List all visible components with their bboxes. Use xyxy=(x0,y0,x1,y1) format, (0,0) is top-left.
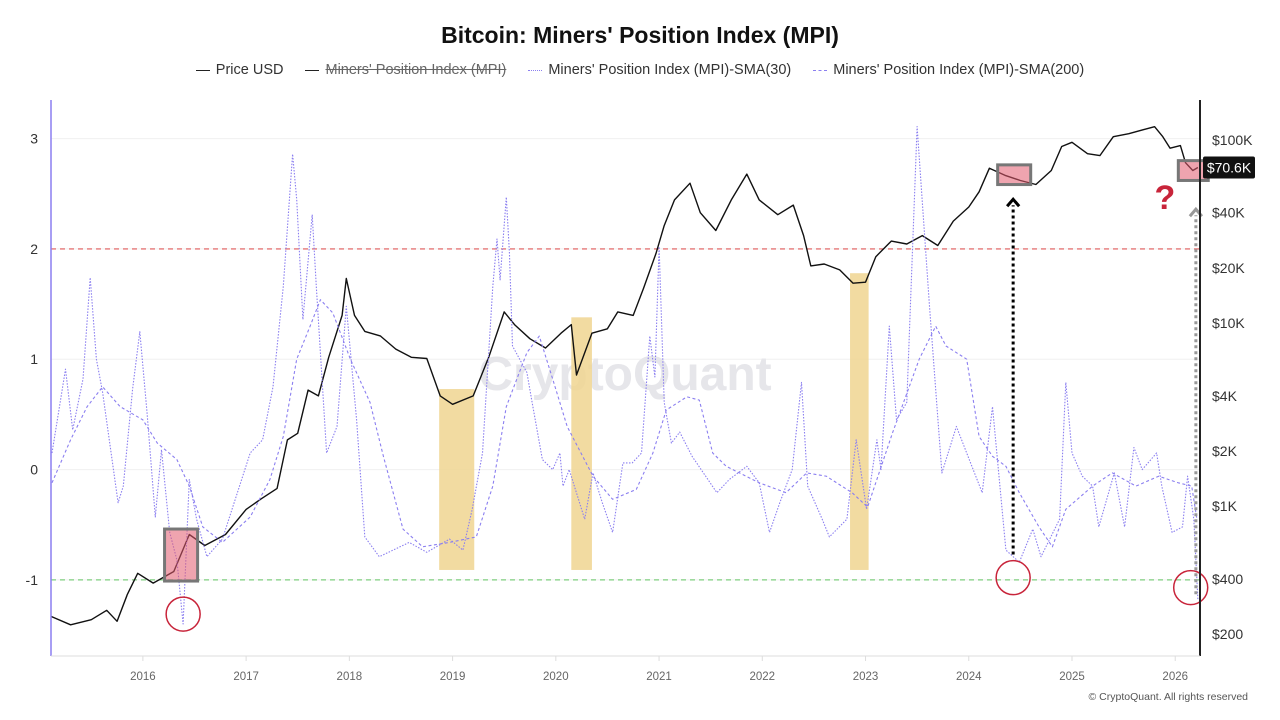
series-line-mpi-sma30 xyxy=(51,125,1199,625)
x-tick-label: 2016 xyxy=(130,671,156,683)
y-right-tick-label: $1K xyxy=(1212,498,1238,514)
y-right-tick-label: $40K xyxy=(1212,205,1245,221)
legend: Price USD Miners' Position Index (MPI) M… xyxy=(0,62,1280,78)
legend-label: Miners' Position Index (MPI)-SMA(30) xyxy=(548,62,792,78)
legend-item-mpi-sma200[interactable]: Miners' Position Index (MPI)-SMA(200) xyxy=(813,62,1084,78)
series-line-mpi-sma200 xyxy=(51,299,1198,548)
y-right-tick-label: $10K xyxy=(1212,315,1245,331)
x-tick-label: 2021 xyxy=(646,671,672,683)
x-tick-label: 2026 xyxy=(1162,671,1188,683)
y-left-tick-label: -1 xyxy=(26,572,39,588)
x-tick-label: 2019 xyxy=(440,671,466,683)
current-price-label: $70.6K xyxy=(1207,160,1252,176)
bottom-circle-marker xyxy=(1172,569,1209,606)
legend-label: Miners' Position Index (MPI) xyxy=(325,62,507,78)
y-left-tick-label: 2 xyxy=(30,241,38,257)
current-price-badge xyxy=(1203,156,1255,179)
legend-swatch xyxy=(305,69,320,71)
y-right-tick-label: $100K xyxy=(1212,132,1253,148)
legend-swatch xyxy=(195,69,210,71)
x-tick-label: 2022 xyxy=(749,671,775,683)
question-mark: ? xyxy=(1155,179,1176,217)
series-line-price xyxy=(50,126,1199,626)
legend-item-mpi-sma30[interactable]: Miners' Position Index (MPI)-SMA(30) xyxy=(528,62,791,78)
y-right-tick-label: $4K xyxy=(1212,388,1238,404)
price-highlight-box xyxy=(996,163,1033,187)
legend-item-price[interactable]: Price USD xyxy=(195,62,284,78)
y-left-tick-label: 0 xyxy=(30,462,38,478)
watermark: CryptoQuant xyxy=(478,348,771,401)
arrow-head-icon xyxy=(1006,196,1021,208)
x-tick-label: 2025 xyxy=(1059,671,1085,683)
bottom-circle-marker xyxy=(165,596,201,632)
x-tick-label: 2018 xyxy=(337,671,363,683)
highlight-band xyxy=(850,273,869,570)
copyright-footer: © CryptoQuant. All rights reserved xyxy=(1088,691,1248,703)
x-tick-label: 2017 xyxy=(233,671,259,683)
bottom-circle-marker xyxy=(995,559,1031,596)
highlight-band xyxy=(439,389,475,570)
y-left-tick-label: 3 xyxy=(30,131,38,147)
x-tick-label: 2020 xyxy=(543,671,569,683)
chart-title: Bitcoin: Miners' Position Index (MPI) xyxy=(441,22,839,48)
price-highlight-box xyxy=(163,527,200,583)
x-tick-label: 2023 xyxy=(853,671,879,683)
y-right-tick-label: $20K xyxy=(1212,260,1245,276)
y-left-tick-label: 1 xyxy=(30,351,38,367)
legend-swatch xyxy=(528,69,543,71)
y-right-tick-label: $2K xyxy=(1212,443,1238,459)
y-right-tick-label: $200 xyxy=(1212,626,1243,642)
legend-label: Price USD xyxy=(215,62,284,78)
x-tick-label: 2024 xyxy=(956,671,982,683)
legend-item-mpi[interactable]: Miners' Position Index (MPI) xyxy=(305,62,506,78)
y-right-tick-label: $400 xyxy=(1212,571,1243,587)
legend-label: Miners' Position Index (MPI)-SMA(200) xyxy=(833,62,1085,78)
legend-swatch xyxy=(813,69,828,71)
